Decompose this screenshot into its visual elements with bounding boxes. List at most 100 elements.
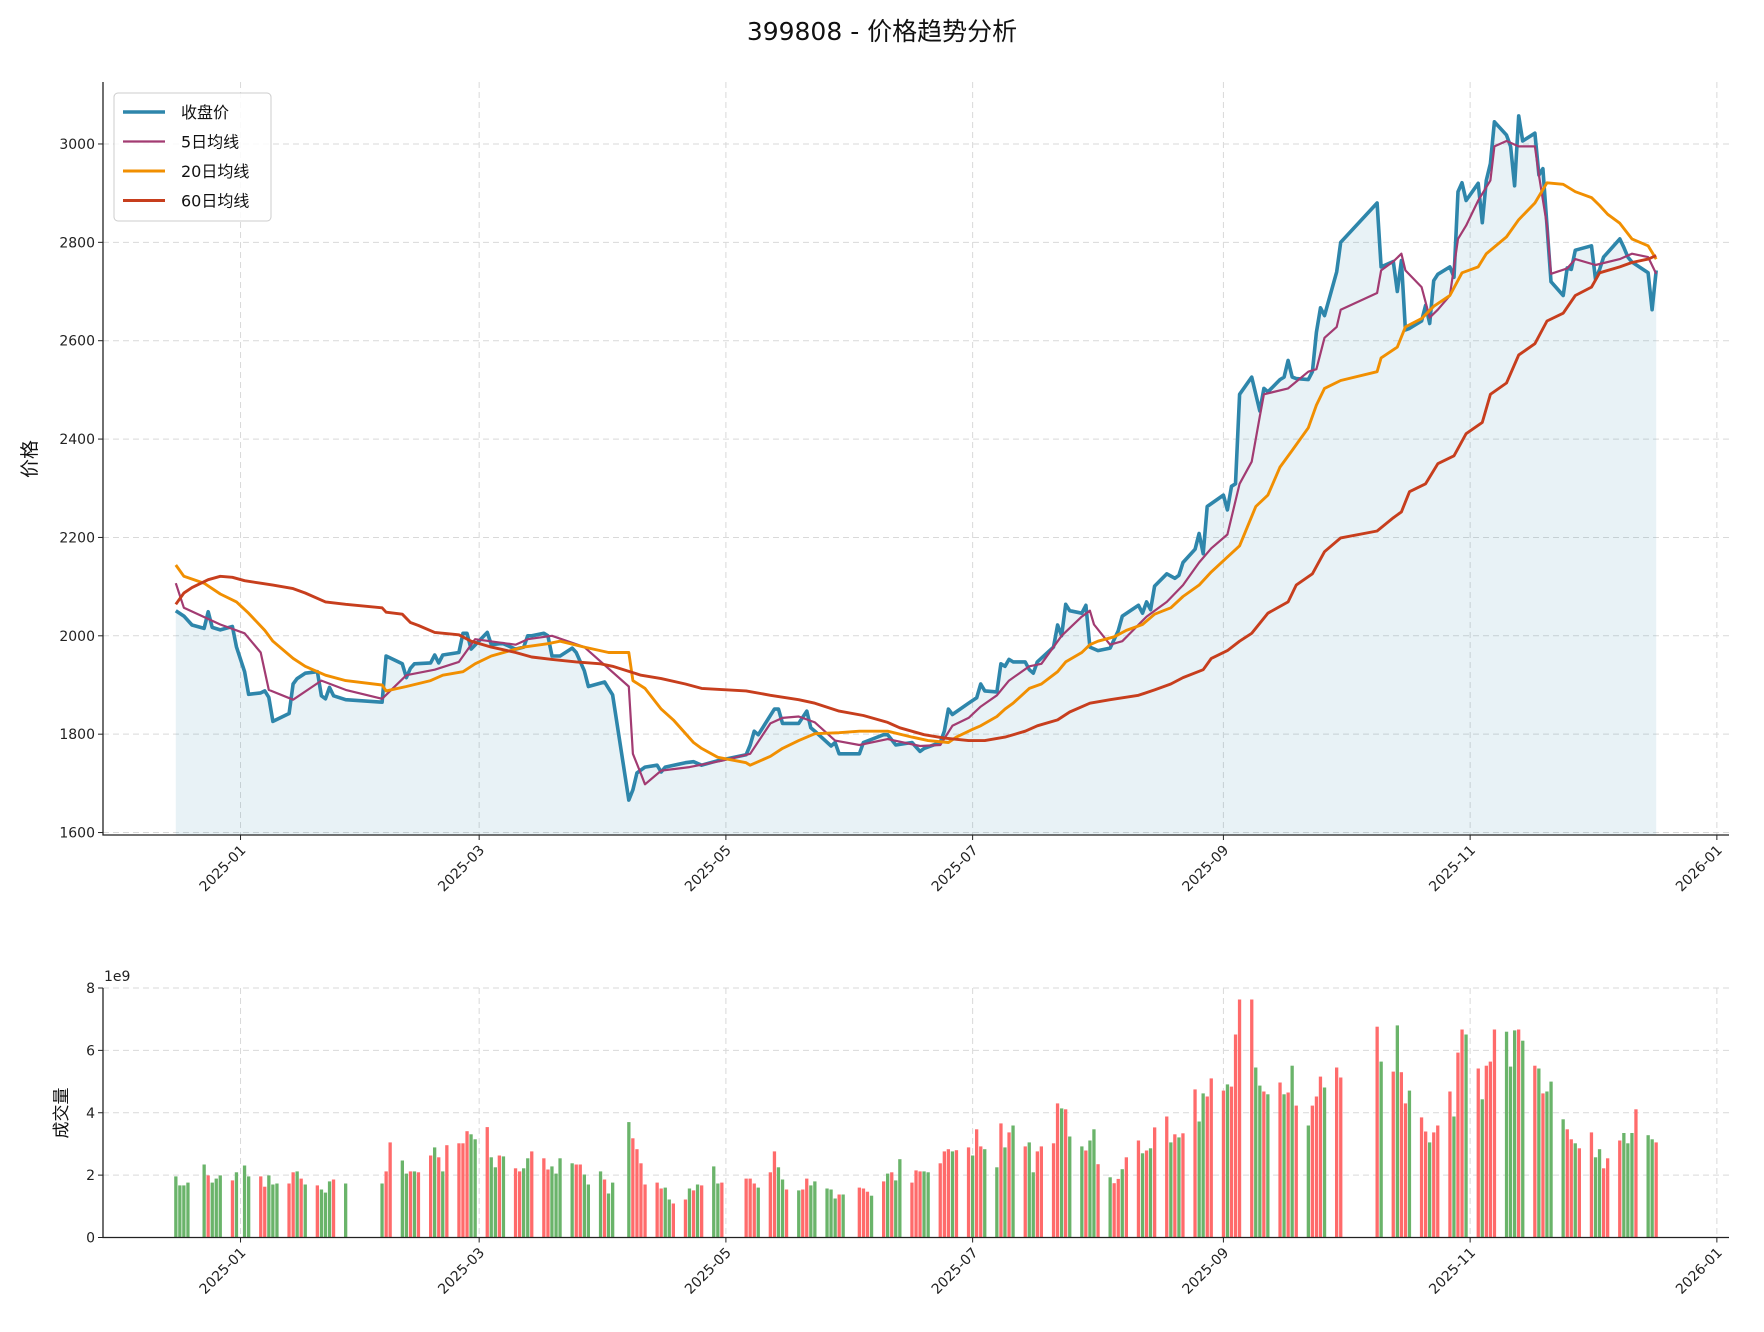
volume-bar xyxy=(513,1168,518,1238)
volume-bar xyxy=(582,1174,586,1238)
volume-bar xyxy=(1314,1096,1319,1238)
volume-bar xyxy=(805,1178,809,1238)
volume-bar xyxy=(178,1185,182,1238)
volume-bar xyxy=(234,1172,239,1238)
volume-bar xyxy=(1011,1125,1015,1238)
volume-bar xyxy=(473,1139,477,1238)
volume-bar xyxy=(1391,1071,1395,1238)
volume-bar xyxy=(331,1179,336,1238)
y-tick-label: 0 xyxy=(86,1231,95,1247)
volume-bar xyxy=(263,1186,267,1238)
volume-bar xyxy=(1120,1169,1124,1238)
volume-bar xyxy=(865,1191,870,1238)
volume-bar xyxy=(315,1185,319,1238)
volume-bar xyxy=(412,1171,417,1238)
series-line-ma20 xyxy=(174,181,1658,767)
volume-bar xyxy=(1339,1077,1343,1238)
volume-bar xyxy=(898,1159,902,1238)
price-axes: 1600 1800 2000 2200 2400 2600 2800 3000 2025-01 2… xyxy=(59,82,1729,895)
volume-bar xyxy=(971,1155,975,1238)
volume-bar xyxy=(1290,1065,1294,1238)
y-tick-label: 1800 xyxy=(59,727,95,743)
volume-axes: 0 2 4 6 8 2025-01 2025-03 2025-05 2025-07 2025-09… xyxy=(86,981,1729,1298)
volume-bar xyxy=(287,1183,291,1238)
volume-bar xyxy=(1407,1090,1412,1238)
volume-bar xyxy=(1379,1061,1383,1238)
volume-bar xyxy=(1476,1068,1480,1238)
volume-bar xyxy=(1464,1034,1468,1238)
volume-bar xyxy=(890,1172,894,1238)
volume-bar xyxy=(1618,1140,1622,1238)
volume-bar xyxy=(671,1203,675,1238)
volume-bar xyxy=(1007,1132,1011,1238)
volume-bar xyxy=(1116,1178,1120,1238)
volume-bar xyxy=(1209,1078,1213,1238)
volume-bar xyxy=(489,1157,493,1238)
volume-bar xyxy=(1262,1091,1266,1238)
volume-bar xyxy=(323,1192,328,1238)
volume-bar xyxy=(606,1193,611,1238)
volume-bar xyxy=(1039,1146,1043,1238)
x-tick-label: 2025-05 xyxy=(682,1245,735,1298)
volume-bar xyxy=(639,1163,643,1238)
volume-bar xyxy=(1205,1096,1209,1238)
volume-bar xyxy=(1258,1085,1262,1238)
volume-bar xyxy=(1165,1116,1169,1238)
volume-bar xyxy=(319,1189,324,1238)
volume-bar xyxy=(752,1183,756,1238)
volume-bar xyxy=(1051,1143,1056,1238)
volume-bar xyxy=(712,1166,716,1238)
volume-bar xyxy=(1173,1134,1177,1238)
y-tick-label: 4 xyxy=(86,1106,95,1122)
volume-bar xyxy=(756,1187,760,1238)
volume-bar xyxy=(214,1178,218,1238)
volume-bar xyxy=(643,1184,647,1238)
volume-bar xyxy=(408,1171,413,1238)
volume-bar xyxy=(1201,1093,1205,1238)
volume-bar xyxy=(611,1182,615,1238)
volume-bar xyxy=(485,1127,489,1238)
volume-bar xyxy=(1480,1099,1484,1238)
volume-bar xyxy=(825,1188,829,1238)
volume-bar xyxy=(497,1155,501,1238)
volume-bar xyxy=(1335,1067,1339,1238)
volume-bar xyxy=(667,1199,671,1238)
y-tick-label: 3000 xyxy=(59,137,95,153)
x-tick-label: 2026-01 xyxy=(1673,1245,1726,1298)
volume-bar xyxy=(914,1170,918,1238)
y-tick-label: 2600 xyxy=(59,334,95,350)
volume-bar xyxy=(801,1189,805,1238)
volume-bar xyxy=(1003,1147,1007,1238)
volume-bar xyxy=(522,1168,526,1238)
volume-bar xyxy=(635,1149,639,1238)
volume-bar xyxy=(1266,1094,1270,1238)
volume-bar xyxy=(975,1129,979,1238)
volume-bar xyxy=(1318,1076,1323,1238)
volume-bar xyxy=(1108,1177,1112,1238)
volume-bar xyxy=(404,1173,408,1238)
volume-bar xyxy=(1197,1121,1201,1238)
y-tick-label: 1600 xyxy=(59,826,95,842)
volume-bar xyxy=(1448,1091,1452,1238)
volume-bar xyxy=(530,1151,534,1238)
x-tick-label: 2025-03 xyxy=(435,843,488,896)
volume-bar xyxy=(210,1182,214,1238)
volume-bar xyxy=(1306,1125,1310,1238)
volume-bar xyxy=(1233,1034,1238,1238)
volume-bar xyxy=(1504,1031,1509,1238)
volume-bar xyxy=(1084,1150,1088,1238)
volume-bar xyxy=(1606,1158,1610,1238)
volume-bar xyxy=(465,1131,469,1238)
volume-bar xyxy=(546,1169,550,1238)
volume-bar xyxy=(602,1179,607,1238)
volume-bar xyxy=(441,1171,445,1238)
volume-bar xyxy=(416,1172,421,1238)
volume-bar xyxy=(1229,1086,1234,1238)
legend: 收盘价 5日均线 20日均线 60日均线 xyxy=(113,92,272,222)
volume-bar xyxy=(1221,1090,1226,1238)
volume-bar xyxy=(202,1164,206,1238)
legend-box xyxy=(113,92,272,222)
volume-bar xyxy=(218,1175,222,1238)
volume-bar xyxy=(388,1142,392,1238)
volume-offset-text: 1e9 xyxy=(104,969,130,985)
